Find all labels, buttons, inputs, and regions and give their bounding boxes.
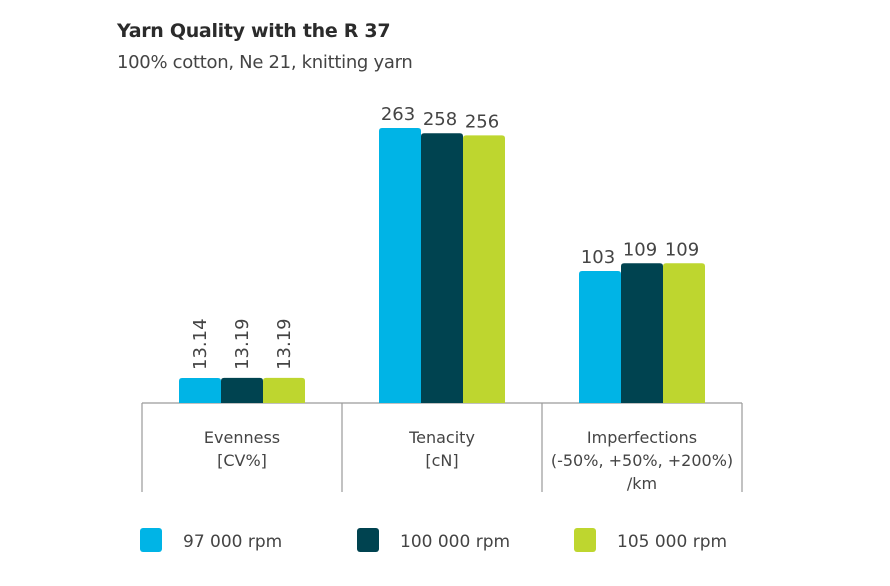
category-label: [cN] [425,451,458,470]
bar [379,128,421,403]
data-label: 103 [581,247,615,268]
chart-title: Yarn Quality with the R 37 [117,20,391,42]
bar [421,133,463,403]
category-label: /km [627,474,657,493]
chart-subtitle: 100% cotton, Ne 21, knitting yarn [117,52,413,73]
bar [221,377,263,403]
bar [179,378,221,403]
data-label: 258 [423,109,457,130]
legend-label: 97 000 rpm [183,532,282,552]
legend-label: 105 000 rpm [617,532,727,552]
legend-swatch [140,528,162,552]
data-label: 13.19 [274,318,295,370]
category-label: Tenacity [408,428,475,447]
category-label: Imperfections [587,428,697,447]
category-label: [CV%] [217,451,267,470]
data-label: 263 [381,104,415,125]
category-label: (-50%, +50%, +200%) [551,451,733,470]
category-label: Evenness [204,428,280,447]
bar [579,271,621,403]
bar [663,263,705,403]
bar [463,135,505,403]
data-label: 256 [465,111,499,132]
data-label: 109 [623,239,657,260]
data-label: 109 [665,239,699,260]
bar [263,377,305,403]
legend-swatch [357,528,379,552]
legend-swatch [574,528,596,552]
legend-label: 100 000 rpm [400,532,510,552]
data-label: 13.19 [232,318,253,370]
bar [621,263,663,403]
data-label: 13.14 [190,318,211,370]
